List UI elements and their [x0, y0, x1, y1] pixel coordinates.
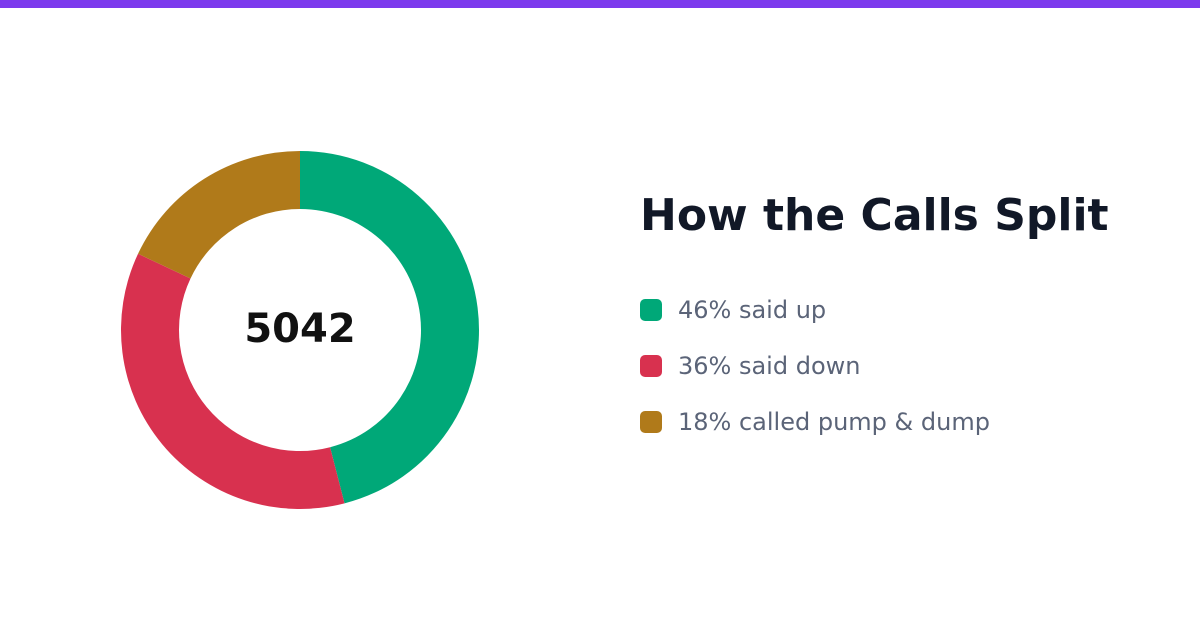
donut-slice-1	[300, 151, 479, 504]
legend-label: 18% called pump & dump	[678, 408, 990, 436]
top-accent-bar	[0, 0, 1200, 8]
legend-swatch	[640, 355, 662, 377]
donut-slice-3	[138, 151, 300, 279]
donut-slice-2	[121, 253, 345, 509]
legend: 46% said up 36% said down 18% called pump …	[640, 292, 990, 460]
donut-chart-svg: 5042	[121, 151, 479, 509]
legend-label: 36% said down	[678, 352, 861, 380]
legend-item-1: 46% said up	[640, 292, 990, 328]
legend-swatch	[640, 411, 662, 433]
legend-swatch	[640, 299, 662, 321]
legend-item-3: 18% called pump & dump	[640, 404, 990, 440]
legend-item-2: 36% said down	[640, 348, 990, 384]
donut-slices	[121, 151, 479, 509]
chart-title: How the Calls Split	[640, 190, 1109, 241]
donut-chart: 5042	[120, 150, 480, 510]
center-total-label: 5042	[244, 306, 355, 352]
legend-label: 46% said up	[678, 296, 827, 324]
